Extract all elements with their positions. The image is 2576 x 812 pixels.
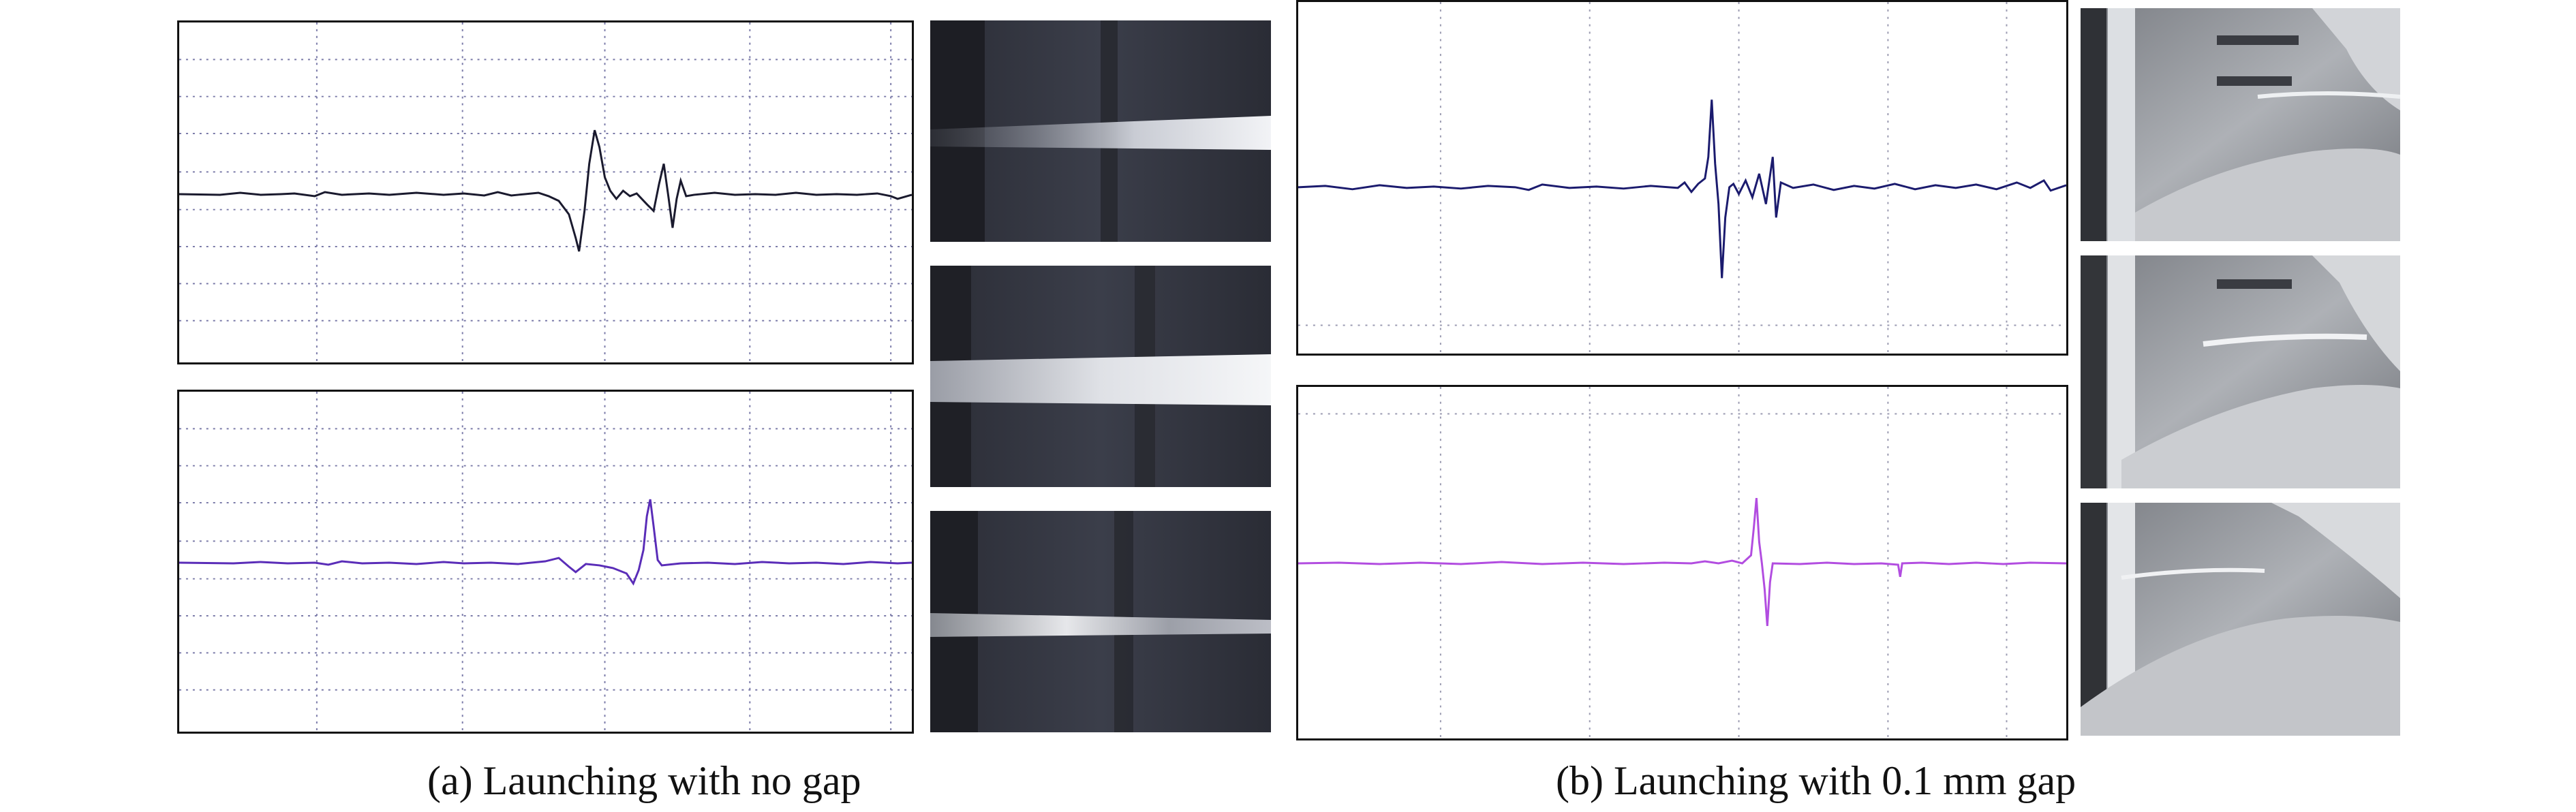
signal-trace <box>179 129 912 252</box>
photo-a-3 <box>930 511 1271 732</box>
scope-a-bottom <box>177 390 914 734</box>
photo-a-1 <box>930 20 1271 242</box>
high-speed-frame <box>2081 255 2400 488</box>
scope-b-bottom <box>1296 385 2068 740</box>
photo-a-2 <box>930 266 1271 487</box>
oscillogram-a-top <box>179 22 912 362</box>
signal-trace <box>1298 99 2066 279</box>
high-speed-frame <box>930 20 1271 242</box>
oscillogram-b-top <box>1298 2 2066 353</box>
oscillogram-a-bottom <box>179 392 912 732</box>
high-speed-frame <box>930 266 1271 487</box>
scope-b-top <box>1296 0 2068 356</box>
scope-a-top <box>177 20 914 364</box>
caption-a: (a) Launching with no gap <box>427 758 861 803</box>
photo-b-1 <box>2081 8 2400 241</box>
caption-b: (b) Launching with 0.1 mm gap <box>1556 758 2076 803</box>
signal-trace <box>179 499 912 586</box>
photo-b-2 <box>2081 255 2400 488</box>
photo-b-3 <box>2081 503 2400 736</box>
high-speed-frame <box>930 511 1271 732</box>
oscillogram-b-bottom <box>1298 387 2066 738</box>
high-speed-frame <box>2081 503 2400 736</box>
high-speed-frame <box>2081 8 2400 241</box>
signal-trace <box>1298 497 2066 627</box>
